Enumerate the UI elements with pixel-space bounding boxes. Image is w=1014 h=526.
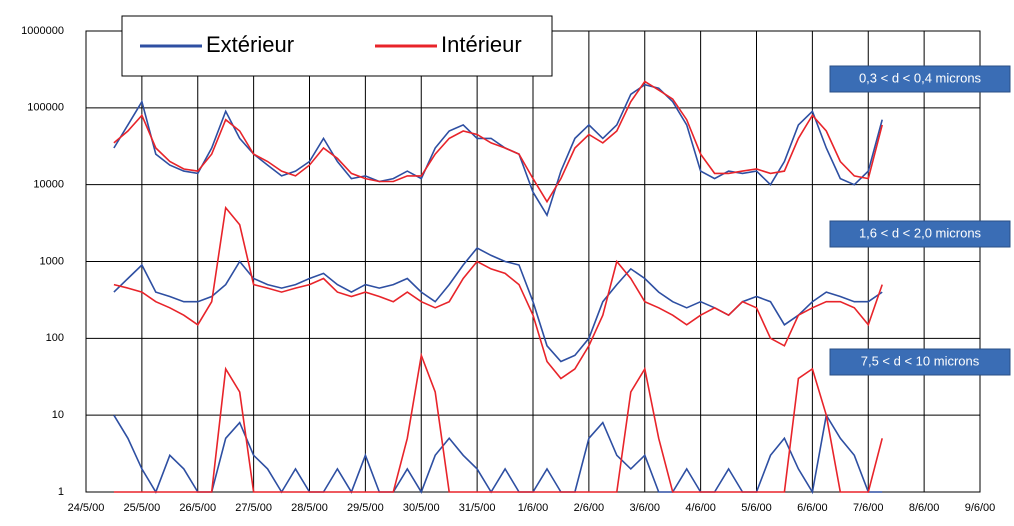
series-line [113, 352, 883, 493]
annotation: 0,3 < d < 0,4 microns [859, 70, 982, 85]
y-tick-label: 1000 [40, 255, 64, 267]
legend-label: Intérieur [441, 32, 522, 57]
y-tick-label: 100000 [27, 102, 64, 114]
annotation-box [829, 65, 1011, 93]
x-tick-label: 24/5/00 [68, 502, 105, 514]
y-tick-label: 10 [52, 409, 64, 421]
x-tick-label: 5/6/00 [741, 502, 772, 514]
x-tick-label: 2/6/00 [574, 502, 605, 514]
x-tick-label: 30/5/00 [403, 502, 440, 514]
x-tick-label: 26/5/00 [179, 502, 216, 514]
x-tick-label: 1/6/00 [518, 502, 549, 514]
series-line [113, 83, 883, 218]
y-tick-label: 1000000 [21, 25, 64, 37]
series-line [113, 205, 883, 380]
annotation: 7,5 < d < 10 microns [861, 353, 980, 368]
y-tick-label: 100 [46, 332, 64, 344]
x-tick-label: 3/6/00 [629, 502, 660, 514]
x-tick-label: 29/5/00 [347, 502, 384, 514]
x-tick-label: 9/6/00 [965, 502, 996, 514]
annotation-box [829, 348, 1011, 376]
x-tick-label: 27/5/00 [235, 502, 272, 514]
series-line [113, 246, 883, 363]
x-tick-label: 4/6/00 [685, 502, 716, 514]
series-line [113, 80, 883, 204]
annotation: 1,6 < d < 2,0 microns [859, 225, 982, 240]
x-tick-label: 8/6/00 [909, 502, 940, 514]
annotation-box [829, 220, 1011, 248]
series-line [113, 412, 883, 495]
x-tick-label: 6/6/00 [797, 502, 828, 514]
y-tick-label: 10000 [33, 179, 64, 191]
legend-label: Extérieur [206, 32, 294, 57]
x-tick-label: 31/5/00 [459, 502, 496, 514]
y-tick-label: 1 [58, 486, 64, 498]
x-tick-label: 7/6/00 [853, 502, 884, 514]
x-tick-label: 28/5/00 [291, 502, 328, 514]
x-tick-label: 25/5/00 [124, 502, 161, 514]
